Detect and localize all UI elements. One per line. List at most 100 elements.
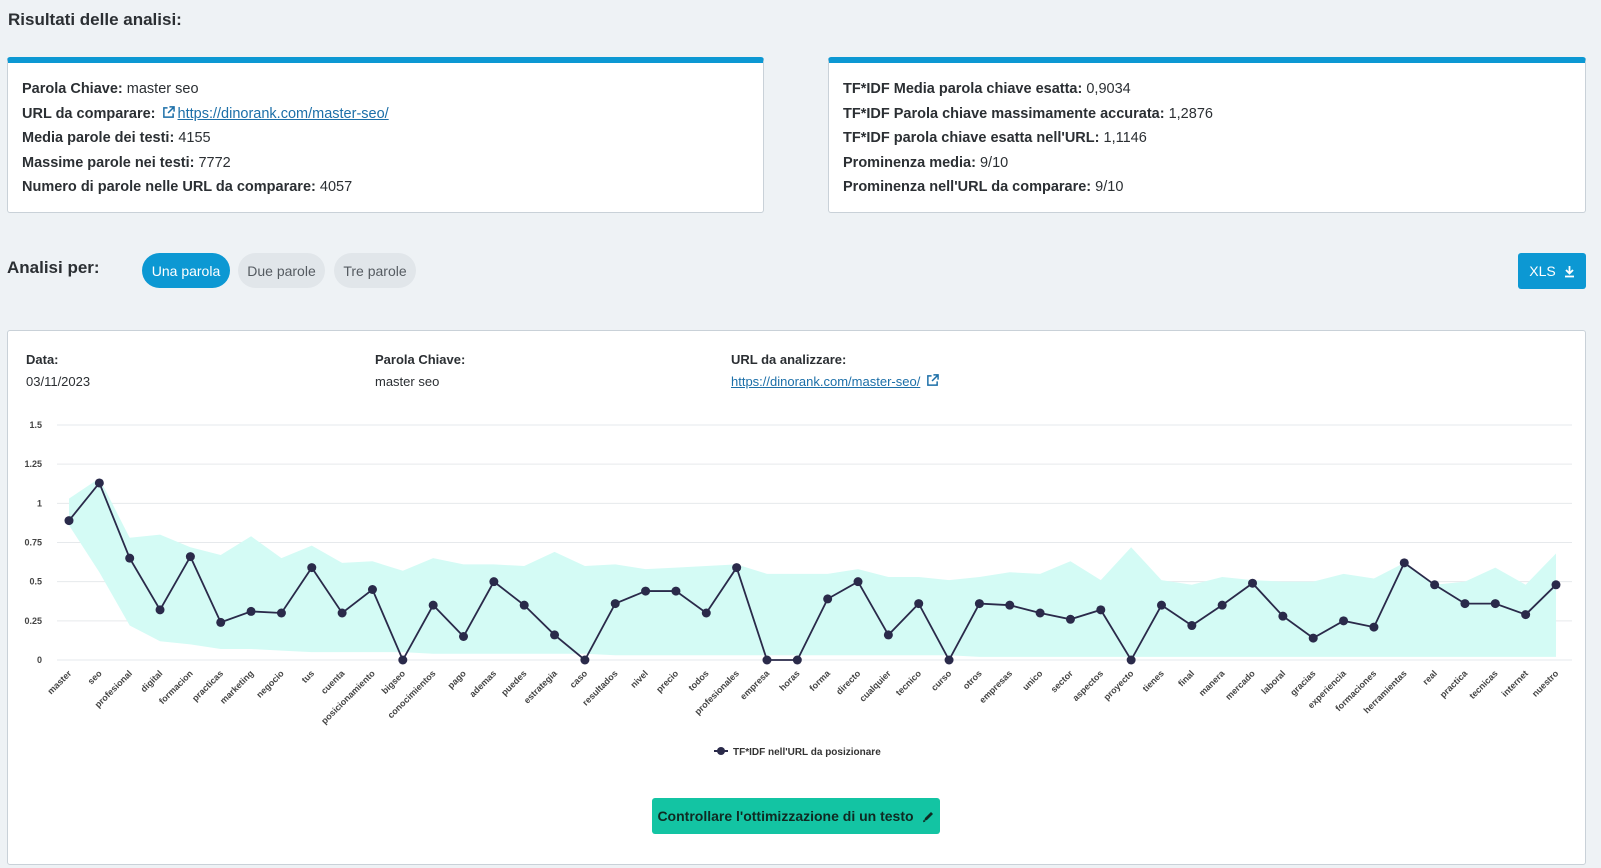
x-tick-label: gracias [1288,668,1317,697]
data-point[interactable] [216,617,226,627]
analysis-label: Analisi per: [7,258,100,277]
data-point[interactable] [185,552,195,562]
data-point[interactable] [155,605,165,615]
data-point[interactable] [459,632,469,641]
data-point[interactable] [550,630,560,640]
section-title: Risultati delle analisi: [8,10,182,29]
data-point[interactable] [974,599,984,609]
check-text-optimization-button[interactable]: Controllare l'ottimizzazione di un testo [652,798,940,834]
y-tick-label: 0.5 [29,577,42,587]
x-tick-label: real [1421,668,1439,686]
data-point[interactable] [1460,599,1470,609]
data-point[interactable] [1521,610,1531,620]
summary-keyword: Parola Chiave: master seo [22,81,199,97]
x-tick-label: mercado [1223,668,1257,702]
data-point[interactable] [610,599,620,609]
data-point[interactable] [1339,616,1349,626]
data-point[interactable] [1217,600,1227,610]
data-point[interactable] [125,553,135,563]
x-tick-label: horas [777,668,801,692]
data-point[interactable] [1156,600,1166,610]
x-tick-label: ademas [467,668,498,699]
data-point[interactable] [246,606,256,616]
external-link-icon[interactable] [926,374,939,387]
data-point[interactable] [1035,608,1045,618]
url-value: https://dinorank.com/master-seo/ [731,374,942,389]
xls-export-button[interactable]: XLS [1518,253,1586,289]
date-label: Data: [26,352,59,367]
summary-url-link[interactable]: https://dinorank.com/master-seo/ [177,105,389,122]
x-tick-label: aspectos [1071,668,1106,703]
data-point[interactable] [580,655,590,665]
x-tick-label: tienes [1140,668,1165,693]
x-tick-label: tecnicas [1467,668,1500,701]
data-point[interactable] [1551,580,1561,590]
data-point[interactable] [64,516,74,526]
y-tick-label: 0.75 [24,538,42,548]
legend-marker [717,747,725,755]
legend-label[interactable]: TF*IDF nell'URL da posizionare [733,747,881,758]
data-point[interactable] [1005,600,1015,610]
data-point[interactable] [1278,611,1288,621]
data-point[interactable] [428,600,438,610]
x-tick-label: seo [86,668,104,686]
data-point[interactable] [1490,599,1500,609]
tab-tre-parole[interactable]: Tre parole [334,253,416,288]
external-link-icon[interactable] [162,105,175,119]
url-label: URL da analizzare: [731,352,847,367]
data-point[interactable] [1399,558,1409,568]
data-point[interactable] [944,655,954,665]
data-point[interactable] [1430,580,1440,590]
data-point[interactable] [641,586,651,596]
data-point[interactable] [1096,605,1106,615]
x-tick-label: directo [834,668,863,697]
data-point[interactable] [307,563,317,573]
x-tick-label: empresas [977,668,1014,705]
data-point[interactable] [1187,621,1197,631]
data-point[interactable] [1065,614,1075,624]
data-point[interactable] [398,655,408,665]
prominence-avg: Prominenza media: 9/10 [843,154,1009,171]
data-point[interactable] [1308,633,1318,643]
summary-card-left: Parola Chiave: master seo URL da compara… [7,57,764,213]
data-point[interactable] [519,600,529,610]
data-point[interactable] [337,608,347,618]
data-point[interactable] [792,655,802,665]
keyword-label: Parola Chiave: [375,352,466,367]
data-point[interactable] [1126,655,1136,665]
analyzed-url-link[interactable]: https://dinorank.com/master-seo/ [731,374,921,389]
x-tick-label: manera [1197,668,1227,698]
x-tick-label: estrategia [522,668,560,706]
data-point[interactable] [94,478,104,488]
x-tick-label: empresa [738,668,772,702]
x-tick-label: unico [1020,668,1044,692]
data-point[interactable] [1248,578,1258,588]
x-tick-label: practica [1438,668,1470,700]
x-tick-label: cuenta [319,668,347,696]
data-point[interactable] [276,608,286,618]
y-tick-label: 0 [37,655,42,665]
data-point[interactable] [823,594,833,604]
x-tick-label: curso [929,668,954,693]
data-point[interactable] [732,563,742,573]
tab-due-parole[interactable]: Due parole [238,253,325,288]
download-icon [1564,265,1574,277]
summary-max-words: Massime parole nei testi: 7772 [22,154,231,171]
data-point[interactable] [671,586,681,596]
x-tick-label: forma [807,668,832,693]
tab-una-parola[interactable]: Una parola [142,253,230,288]
data-point[interactable] [762,655,772,665]
x-tick-label: pago [446,668,469,691]
x-tick-label: caso [568,668,590,690]
date-value: 03/11/2023 [26,374,91,389]
summary-card-right: TF*IDF Media parola chiave esatta: 0,903… [828,57,1586,213]
data-point[interactable] [489,577,499,587]
summary-url: URL da comparare: https://dinorank.com/m… [22,105,389,122]
data-point[interactable] [367,585,377,594]
data-point[interactable] [701,608,711,618]
data-point[interactable] [853,577,863,587]
data-point[interactable] [1369,622,1379,632]
data-point[interactable] [883,630,893,640]
tfidf-exact-url: TF*IDF parola chiave esatta nell'URL: 1,… [843,130,1147,146]
data-point[interactable] [914,599,924,609]
